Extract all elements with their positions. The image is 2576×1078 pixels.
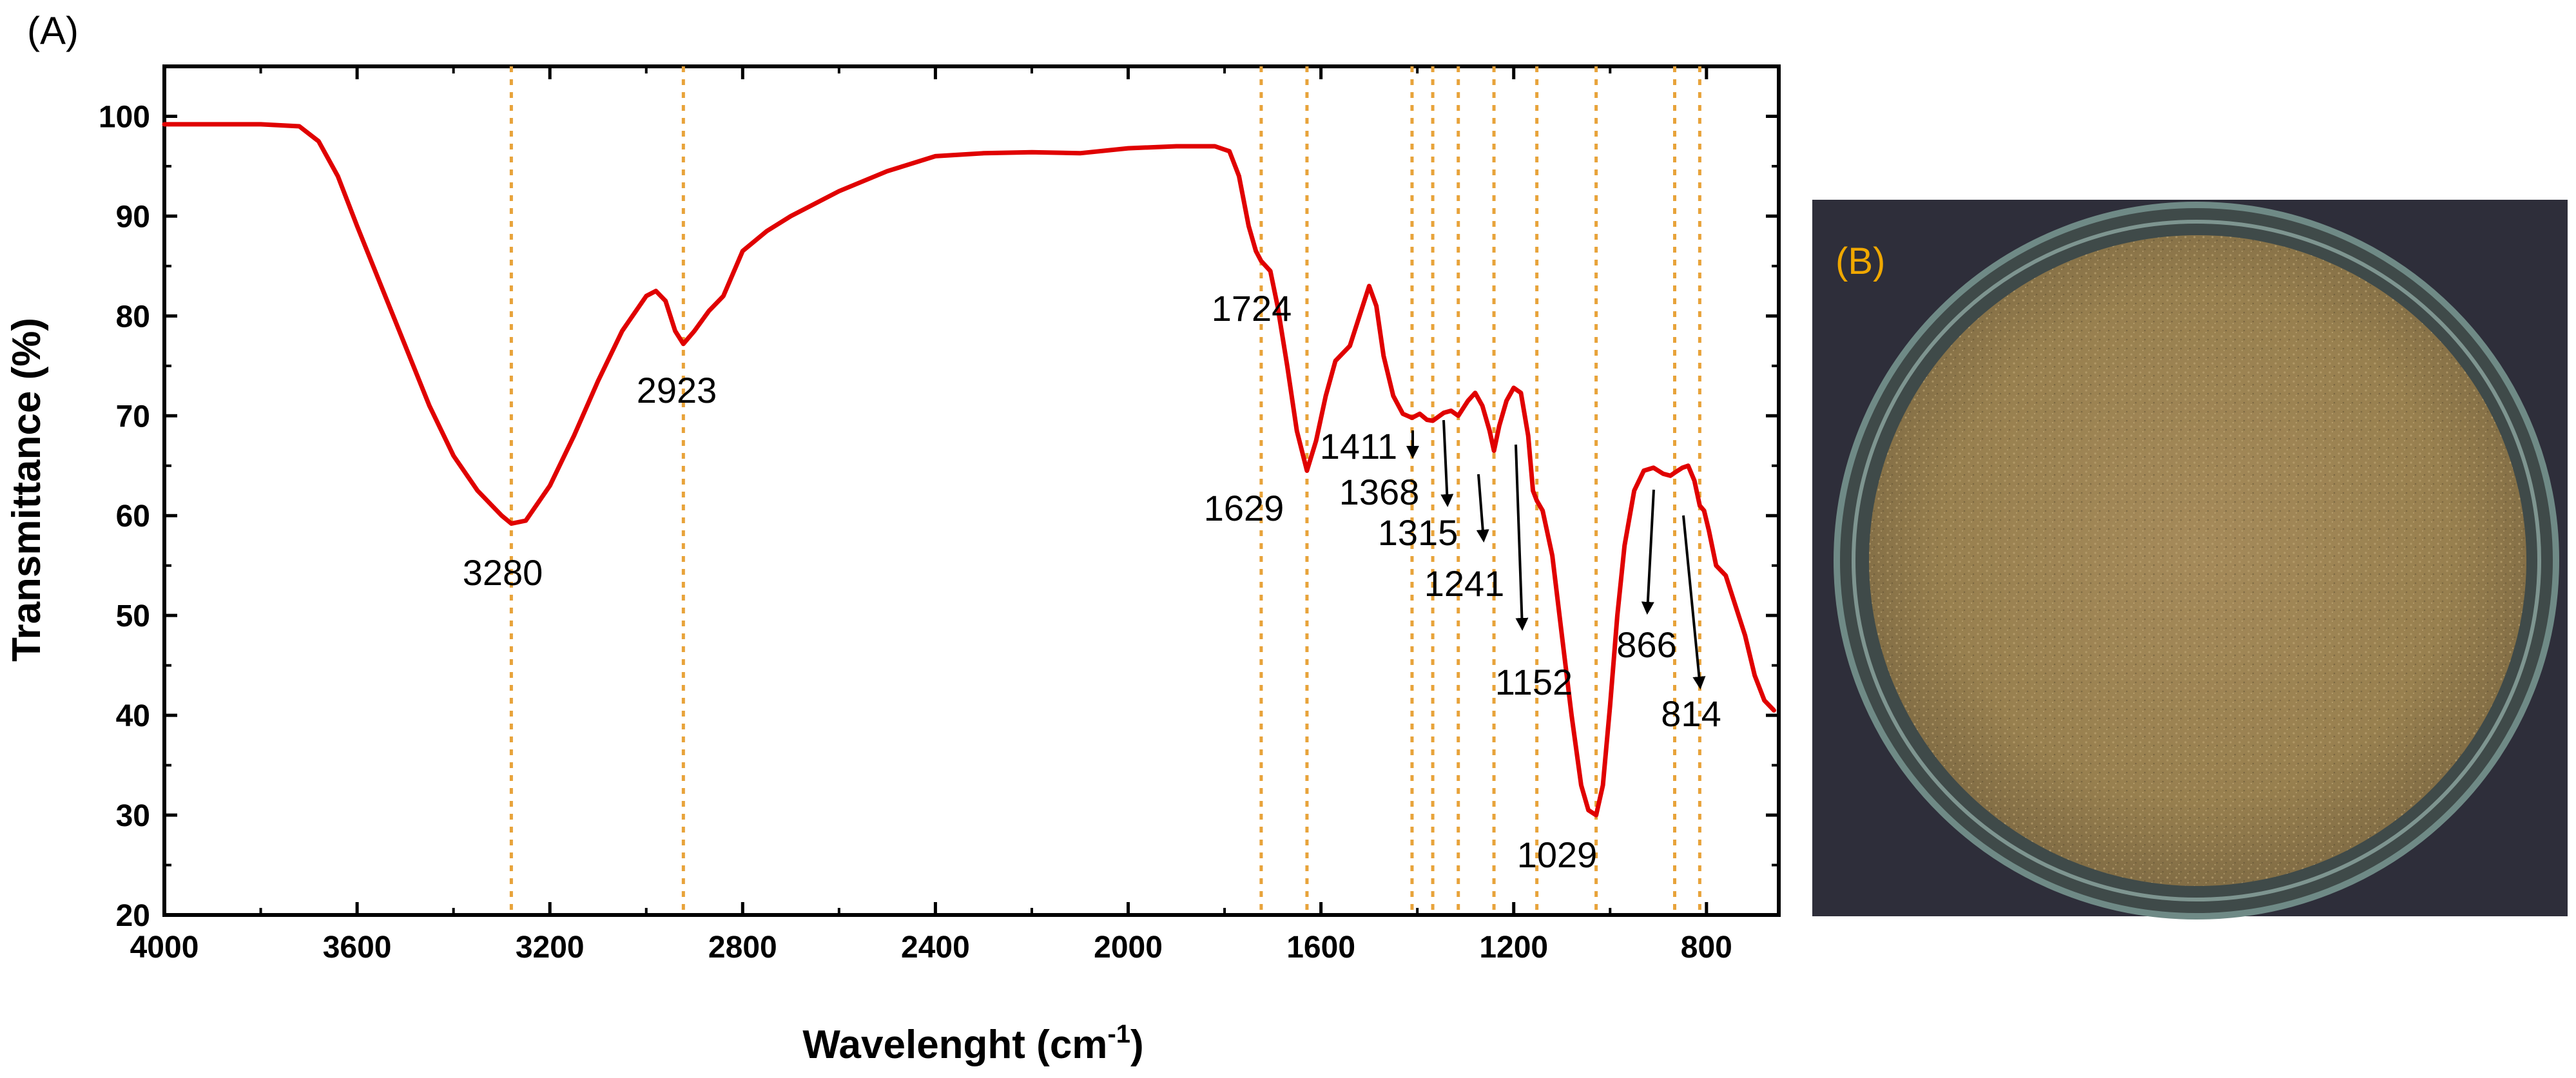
sample-photo: (B): [1812, 200, 2568, 919]
peak-arrow-814: [1682, 515, 1706, 689]
x-tick-label: 4000: [130, 930, 199, 965]
peak-arrow-866: [1641, 489, 1655, 615]
y-tick-label: 50: [116, 599, 150, 633]
y-tick-label: 70: [116, 399, 150, 434]
x-tick-label: 800: [1681, 930, 1732, 965]
peak-label-1315: 1315: [1378, 512, 1458, 553]
plot-frame: [162, 64, 1781, 917]
peak-label-814: 814: [1661, 693, 1721, 734]
y-tick-label: 40: [116, 699, 150, 733]
x-axis-title: Wavelenght (cm-1): [802, 1020, 1143, 1067]
peak-arrow-1241: [1515, 444, 1529, 631]
y-tick-label: 30: [116, 799, 150, 833]
peak-label-1724: 1724: [1212, 288, 1292, 329]
x-tick-label: 3600: [323, 930, 392, 965]
y-tick-label: 100: [99, 100, 150, 134]
panel-a-label: (A): [27, 9, 79, 52]
peak-label-3280: 3280: [463, 552, 543, 593]
peak-label-1152: 1152: [1495, 662, 1573, 702]
x-tick-label: 2400: [901, 930, 970, 965]
peak-arrow-1368: [1440, 419, 1454, 507]
y-tick-label: 60: [116, 499, 150, 534]
x-tick-label: 2000: [1094, 930, 1163, 965]
x-tick-labels: 4000 3600 3200 2800 2400 2000 1600 1200 800: [130, 930, 1732, 965]
y-axis-title: Transmittance (%): [5, 318, 49, 662]
y-tick-labels: 20 30 40 50 60 70 80 90 100: [99, 100, 150, 933]
x-tick-label: 1600: [1286, 930, 1355, 965]
peak-label-1629: 1629: [1204, 488, 1284, 528]
peak-guide-lines: [509, 66, 1701, 915]
axis-ticks: [162, 66, 1779, 917]
peak-label-1411: 1411: [1320, 426, 1397, 467]
y-tick-label: 20: [116, 899, 150, 933]
x-tick-label: 2800: [708, 930, 777, 965]
x-tick-label: 3200: [516, 930, 585, 965]
petri-dish-inner-rim: [1852, 220, 2541, 901]
panel-b-label: (B): [1835, 240, 1885, 282]
peak-label-1368: 1368: [1339, 472, 1420, 512]
spectrum-line: [162, 122, 1776, 818]
peak-label-1029: 1029: [1517, 834, 1598, 875]
y-tick-label: 90: [116, 200, 150, 234]
peak-arrows: [1406, 419, 1706, 689]
peak-label-1241: 1241: [1424, 563, 1505, 604]
x-tick-label: 1200: [1479, 930, 1548, 965]
peak-arrow-1315: [1476, 474, 1489, 543]
peak-label-866: 866: [1616, 624, 1676, 665]
powder-texture: [1869, 235, 2526, 886]
peak-label-2923: 2923: [637, 370, 717, 410]
y-tick-label: 80: [116, 300, 150, 334]
